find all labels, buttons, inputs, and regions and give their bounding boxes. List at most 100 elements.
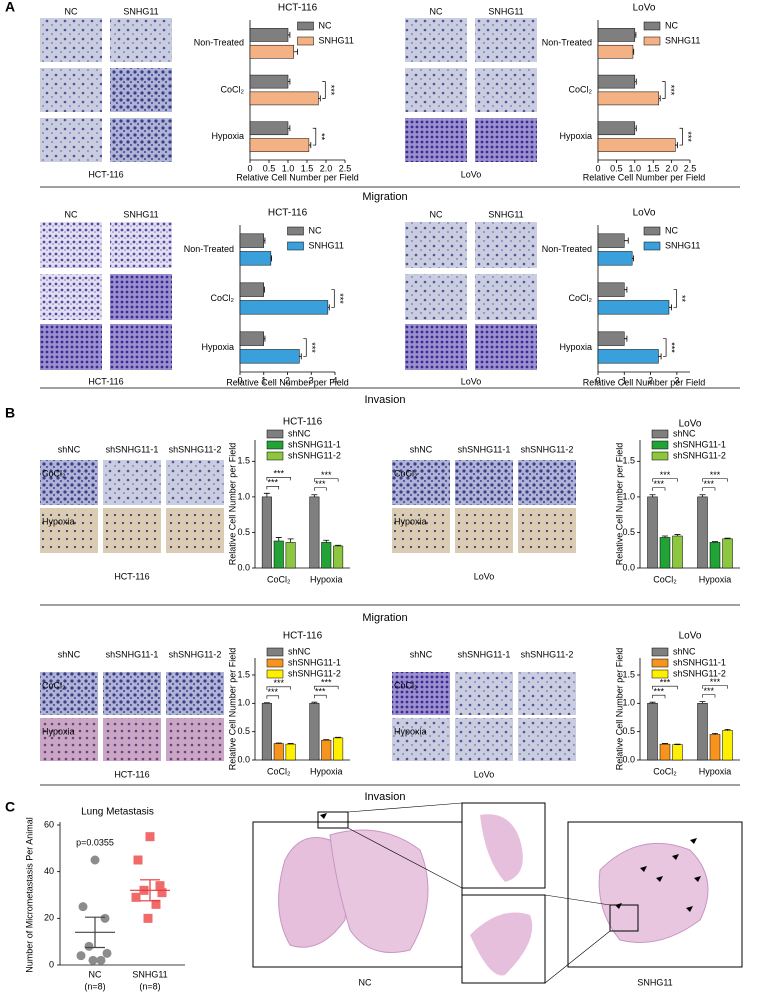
micrograph bbox=[40, 508, 98, 553]
error-bar bbox=[674, 743, 681, 745]
column-label: shNC bbox=[410, 444, 433, 454]
error-bar bbox=[323, 739, 330, 741]
x-tick-label: 3 bbox=[674, 375, 679, 385]
legend-label: shNC bbox=[288, 646, 311, 656]
micrograph bbox=[405, 68, 467, 112]
error-bar bbox=[675, 142, 678, 149]
significance-label: *** bbox=[268, 687, 279, 697]
legend-label: shSNHG11-1 bbox=[288, 657, 341, 667]
point bbox=[157, 888, 167, 898]
column-label: SNHG11 bbox=[488, 209, 523, 219]
significance-label: *** bbox=[321, 678, 332, 688]
column-label: shSNHG11-1 bbox=[106, 444, 159, 454]
bar bbox=[597, 91, 659, 106]
point bbox=[155, 881, 165, 891]
bar bbox=[597, 233, 625, 248]
error-bar bbox=[323, 539, 330, 543]
bar bbox=[597, 138, 676, 152]
error-bar bbox=[275, 537, 282, 541]
significance-label: *** bbox=[315, 479, 326, 489]
error-bar bbox=[724, 537, 731, 539]
x-tick-sublabel: (n=8) bbox=[84, 981, 105, 991]
point bbox=[102, 948, 112, 958]
column-label: NC bbox=[65, 209, 78, 219]
column-label: NC bbox=[430, 209, 443, 219]
significance-bracket bbox=[673, 289, 677, 308]
error-bar bbox=[327, 304, 330, 311]
significance-bracket bbox=[662, 81, 666, 99]
legend-swatch bbox=[297, 21, 314, 31]
x-tick-label: 0 bbox=[237, 375, 242, 385]
axis-title: Relative Cell Number per Field bbox=[226, 377, 349, 387]
error-bar bbox=[335, 544, 342, 546]
histology-caption: SNHG11 bbox=[637, 977, 672, 987]
column-label: shSNHG11-1 bbox=[458, 649, 511, 659]
micrograph bbox=[40, 68, 102, 112]
significance-label: *** bbox=[321, 470, 332, 480]
micrograph bbox=[455, 508, 513, 553]
micrograph bbox=[40, 718, 98, 761]
bar bbox=[697, 703, 708, 761]
row-label: CoCl₂ bbox=[394, 680, 418, 690]
micrograph bbox=[455, 460, 513, 505]
column-label: shNC bbox=[58, 444, 81, 454]
significance-bracket bbox=[266, 477, 291, 481]
legend-label: shSNHG11-2 bbox=[288, 668, 341, 678]
micrograph bbox=[103, 460, 161, 505]
significance-bracket bbox=[702, 478, 728, 482]
bar bbox=[249, 121, 289, 136]
tissue bbox=[480, 814, 523, 882]
x-tick-label: CoCl₂ bbox=[267, 766, 291, 776]
micrograph bbox=[392, 460, 450, 505]
tissue bbox=[329, 829, 429, 953]
significance-bracket bbox=[652, 694, 666, 699]
micrograph bbox=[110, 118, 172, 162]
error-bar bbox=[662, 535, 668, 538]
legend-swatch bbox=[643, 226, 661, 236]
bar bbox=[709, 542, 721, 569]
point bbox=[84, 941, 94, 951]
bar bbox=[321, 739, 332, 761]
error-bar bbox=[624, 286, 628, 293]
bar bbox=[249, 91, 319, 106]
significance-bracket bbox=[679, 127, 683, 146]
significance-bracket bbox=[266, 695, 280, 699]
x-tick-label: 4 bbox=[332, 375, 337, 385]
error-bar bbox=[263, 702, 270, 704]
x-tick-label: CoCl₂ bbox=[653, 574, 677, 584]
significance-bracket bbox=[331, 289, 335, 308]
arrowhead bbox=[615, 903, 622, 909]
y-tick-label: Non-Treated bbox=[542, 38, 592, 48]
y-tick-label: 0.5 bbox=[622, 726, 635, 736]
x-tick-label: 0 bbox=[595, 375, 600, 385]
chart-title: HCT-116 bbox=[283, 631, 323, 642]
error-bar bbox=[624, 237, 629, 244]
micrograph bbox=[40, 274, 102, 320]
x-tick-label: CoCl₂ bbox=[267, 574, 291, 584]
y-tick-label: CoCl₂ bbox=[569, 293, 593, 303]
legend-label: SNHG11 bbox=[309, 240, 344, 250]
bar bbox=[321, 542, 332, 569]
bar bbox=[659, 743, 671, 761]
legend-label: NC bbox=[665, 225, 678, 235]
image-caption: HCT-116 bbox=[88, 169, 123, 179]
error-bar bbox=[293, 48, 298, 55]
chart-title: HCT-116 bbox=[283, 417, 323, 428]
zoom-line bbox=[347, 802, 463, 813]
error-bar bbox=[287, 538, 294, 543]
point bbox=[145, 832, 155, 842]
image-caption: LoVo bbox=[461, 169, 482, 179]
bar bbox=[239, 331, 264, 346]
image-caption: LoVo bbox=[461, 376, 482, 386]
micrograph bbox=[40, 118, 102, 162]
error-bar bbox=[634, 78, 637, 85]
micrograph bbox=[40, 672, 98, 715]
micrograph bbox=[166, 460, 224, 505]
y-tick-label: 1.0 bbox=[622, 698, 635, 708]
legend-label: NC bbox=[309, 225, 322, 235]
significance-bracket bbox=[322, 81, 326, 99]
significance-bracket bbox=[303, 338, 307, 357]
bar bbox=[249, 138, 310, 152]
